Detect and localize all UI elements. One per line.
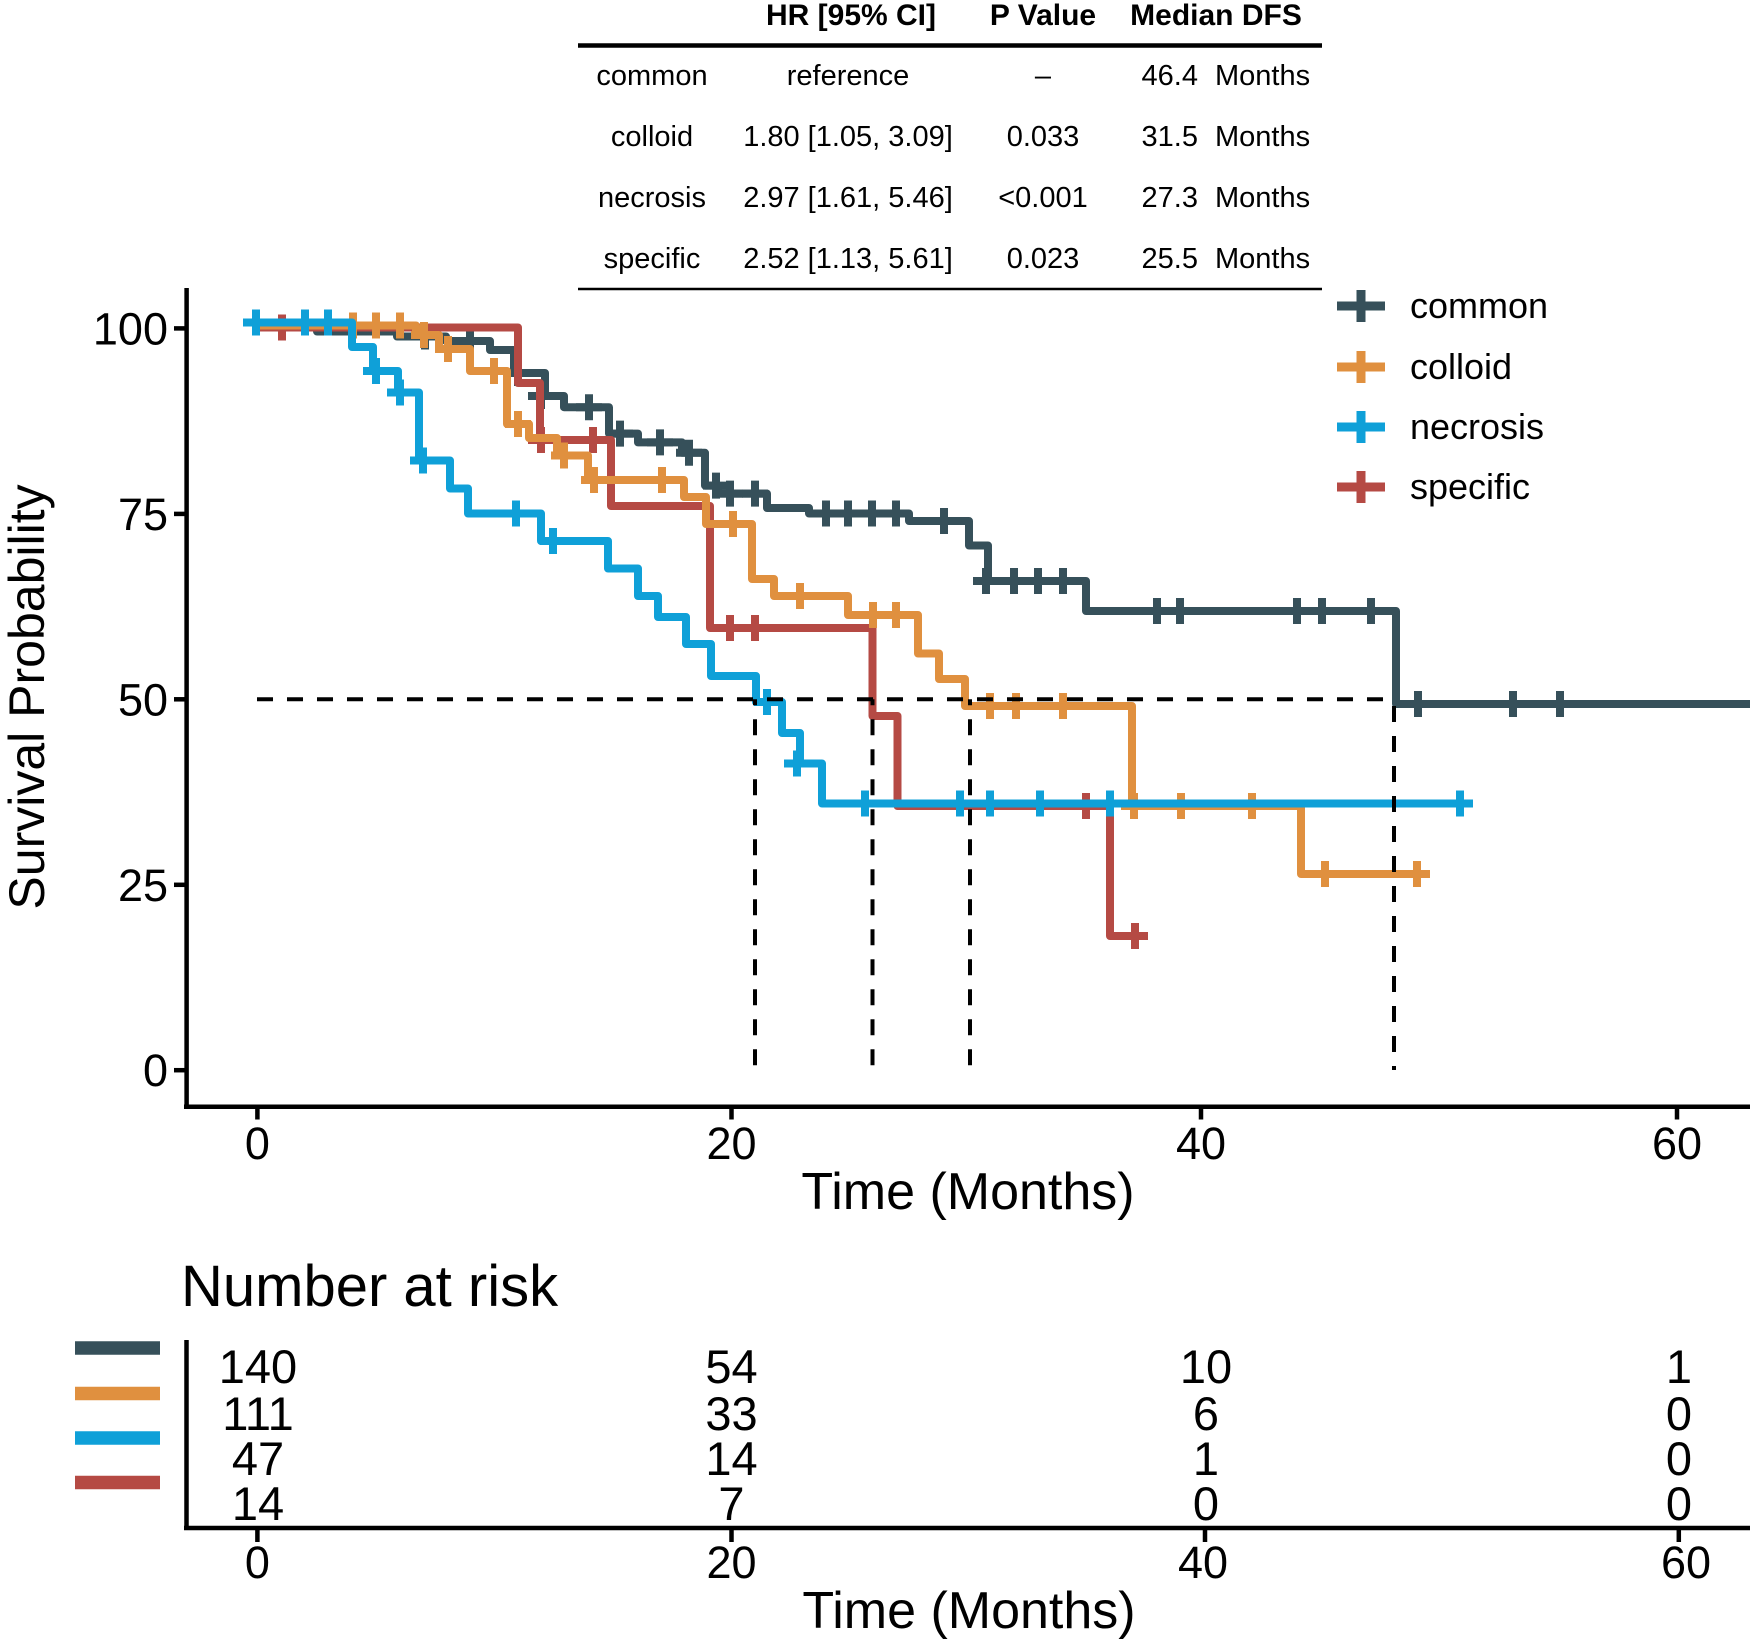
svg-text:54: 54 [705,1340,757,1393]
svg-text:25: 25 [118,860,168,911]
svg-text:60: 60 [1652,1118,1702,1169]
svg-text:40: 40 [1178,1537,1228,1588]
svg-text:0: 0 [1666,1387,1692,1440]
svg-text:111: 111 [222,1387,293,1440]
svg-text:Number at risk: Number at risk [181,1254,559,1319]
svg-text:100: 100 [93,303,168,354]
svg-text:20: 20 [706,1537,756,1588]
svg-text:Time (Months): Time (Months) [802,1582,1135,1640]
svg-text:necrosis: necrosis [598,182,706,214]
svg-text:Median DFS: Median DFS [1130,0,1302,32]
svg-text:Months: Months [1215,60,1310,92]
svg-text:31.5: 31.5 [1142,121,1198,153]
svg-text:6: 6 [1193,1387,1219,1440]
svg-text:HR [95% CI]: HR [95% CI] [766,0,936,32]
svg-text:7: 7 [718,1477,744,1530]
svg-text:25.5: 25.5 [1142,243,1198,275]
svg-text:0: 0 [1666,1477,1692,1530]
svg-text:0: 0 [245,1537,270,1588]
svg-text:–: – [1035,60,1052,92]
svg-text:10: 10 [1180,1340,1232,1393]
svg-text:33: 33 [705,1387,757,1440]
svg-text:60: 60 [1661,1537,1711,1588]
svg-text:20: 20 [706,1118,756,1169]
svg-text:140: 140 [219,1340,297,1393]
svg-text:Time (Months): Time (Months) [801,1163,1134,1221]
svg-text:50: 50 [118,674,168,725]
svg-text:P Value: P Value [990,0,1096,32]
svg-text:colloid: colloid [611,121,693,153]
svg-text:specific: specific [1410,466,1530,507]
svg-text:colloid: colloid [1410,346,1512,387]
svg-text:0.033: 0.033 [1007,121,1080,153]
svg-text:1: 1 [1193,1432,1219,1485]
svg-text:0.023: 0.023 [1007,243,1080,275]
svg-text:1: 1 [1666,1340,1692,1393]
svg-text:2.97 [1.61, 5.46]: 2.97 [1.61, 5.46] [743,182,953,214]
svg-text:27.3: 27.3 [1142,182,1198,214]
svg-text:specific: specific [604,243,701,275]
svg-text:0: 0 [143,1045,168,1096]
svg-text:47: 47 [232,1432,284,1485]
svg-text:1.80 [1.05, 3.09]: 1.80 [1.05, 3.09] [743,121,953,153]
svg-text:14: 14 [232,1477,284,1530]
svg-text:0: 0 [1193,1477,1219,1530]
svg-text:0: 0 [245,1118,270,1169]
svg-text:common: common [596,60,707,92]
svg-text:75: 75 [118,489,168,540]
svg-text:14: 14 [705,1432,757,1485]
svg-text:Months: Months [1215,182,1310,214]
svg-text:0: 0 [1666,1432,1692,1485]
svg-text:Months: Months [1215,243,1310,275]
svg-text:necrosis: necrosis [1410,406,1544,447]
svg-text:<0.001: <0.001 [998,182,1088,214]
svg-text:reference: reference [787,60,910,92]
svg-text:Months: Months [1215,121,1310,153]
svg-text:40: 40 [1176,1118,1226,1169]
svg-text:Survival Probability: Survival Probability [0,484,55,909]
svg-text:common: common [1410,285,1548,326]
svg-text:46.4: 46.4 [1142,60,1198,92]
svg-text:2.52 [1.13, 5.61]: 2.52 [1.13, 5.61] [743,243,953,275]
